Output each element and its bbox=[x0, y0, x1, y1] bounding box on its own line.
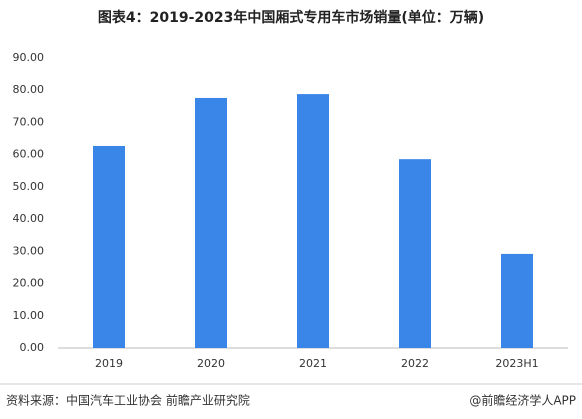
bar bbox=[297, 94, 329, 348]
y-tick-label: 10.00 bbox=[13, 309, 45, 322]
x-tick-label: 2021 bbox=[299, 357, 327, 370]
credit: @前瞻经济学人APP bbox=[469, 393, 576, 408]
y-tick-label: 70.00 bbox=[13, 115, 45, 128]
chart-title: 图表4：2019-2023年中国厢式专用车市场销量(单位：万辆) bbox=[98, 9, 484, 26]
x-tick-label: 2020 bbox=[197, 357, 225, 370]
y-tick-label: 20.00 bbox=[13, 277, 45, 290]
y-tick-label: 50.00 bbox=[13, 180, 45, 193]
bar bbox=[399, 159, 431, 348]
y-tick-label: 60.00 bbox=[13, 148, 45, 161]
y-tick-label: 30.00 bbox=[13, 244, 45, 257]
bar bbox=[93, 145, 125, 348]
y-tick-label: 0.00 bbox=[20, 341, 45, 354]
y-tick-label: 40.00 bbox=[13, 212, 45, 225]
y-tick-label: 80.00 bbox=[13, 83, 45, 96]
x-tick-label: 2023H1 bbox=[495, 357, 538, 370]
bar bbox=[501, 253, 533, 348]
y-tick-label: 90.00 bbox=[13, 51, 45, 64]
source: 资料来源：中国汽车工业协会 前瞻产业研究院 bbox=[6, 393, 250, 408]
x-tick-label: 2019 bbox=[95, 357, 123, 370]
bar bbox=[195, 97, 227, 348]
x-tick-label: 2022 bbox=[401, 357, 429, 370]
